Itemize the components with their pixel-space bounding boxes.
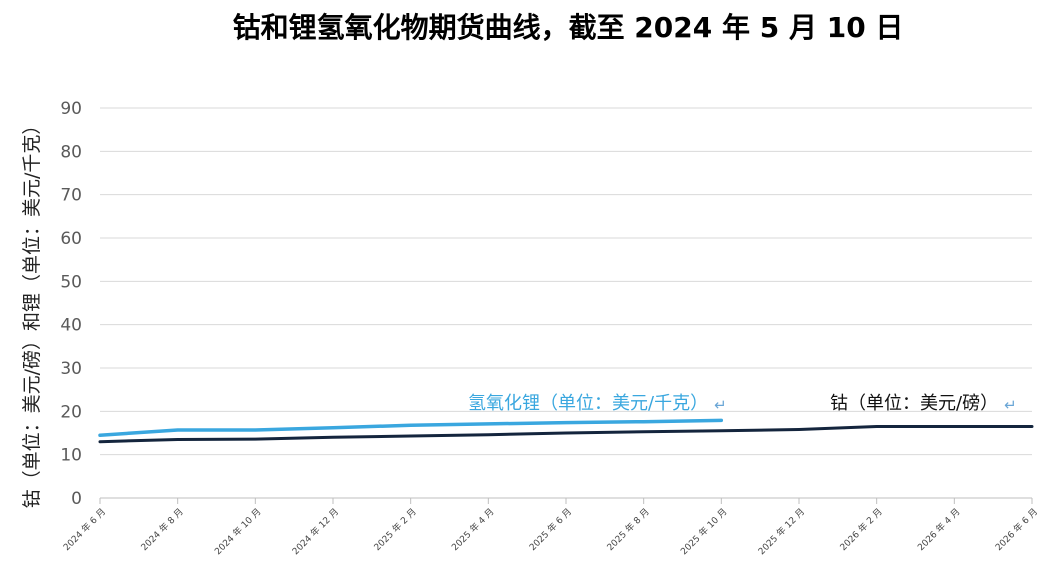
x-tick-label: 2024 年 12 月 — [290, 506, 342, 558]
y-axis-ticks: 0 10 20 30 40 50 60 70 80 90 — [60, 99, 82, 509]
lithium-hydroxide-label: 氢氧化锂（单位：美元/千克） — [468, 393, 708, 414]
y-tick-label: 0 — [71, 489, 82, 509]
cobalt-return-mark: ↵ — [1004, 396, 1017, 414]
series-lines — [98, 418, 1034, 444]
x-tick-label: 2025 年 4 月 — [449, 506, 497, 554]
x-tick-label: 2025 年 2 月 — [371, 506, 419, 554]
chart-title: 钴和锂氢氧化物期货曲线，截至 2024 年 5 月 10 日 — [233, 11, 904, 44]
y-tick-label: 40 — [60, 316, 82, 336]
cobalt-label: 钴（单位：美元/磅） — [830, 393, 998, 414]
x-tick-label: 2026 年 2 月 — [837, 506, 885, 554]
y-axis-label: 钴（单位：美元/磅）和锂（单位：美元/千克） — [21, 116, 43, 509]
y-tick-label: 10 — [60, 446, 82, 466]
x-tick-label: 2026 年 4 月 — [915, 506, 963, 554]
x-tick-label: 2025 年 8 月 — [604, 506, 652, 554]
x-tick-label: 2026 年 6 月 — [993, 506, 1041, 554]
y-tick-label: 80 — [60, 142, 82, 162]
x-axis: 2024 年 6 月 2024 年 8 月 2024 年 10 月 2024 年 12… — [61, 497, 1041, 558]
x-tick-label: 2025 年 12 月 — [756, 506, 808, 558]
cobalt-line — [98, 425, 1034, 444]
x-tick-label: 2024 年 6 月 — [61, 506, 109, 554]
x-tick-label: 2024 年 8 月 — [138, 506, 186, 554]
y-tick-label: 60 — [60, 229, 82, 249]
y-tick-label: 20 — [60, 402, 82, 422]
y-tick-label: 50 — [60, 272, 82, 292]
lithium-hydroxide-line — [98, 418, 724, 437]
grid — [100, 107, 1032, 456]
y-tick-label: 90 — [60, 99, 82, 119]
x-tick-label: 2024 年 10 月 — [212, 506, 264, 558]
y-tick-label: 30 — [60, 359, 82, 379]
x-tick-label: 2025 年 10 月 — [678, 506, 730, 558]
series-labels: 氢氧化锂（单位：美元/千克） ↵ 钴（单位：美元/磅） ↵ — [468, 393, 1017, 414]
x-tick-label: 2025 年 6 月 — [527, 506, 575, 554]
y-tick-label: 70 — [60, 186, 82, 206]
lithium-return-mark: ↵ — [714, 396, 727, 414]
